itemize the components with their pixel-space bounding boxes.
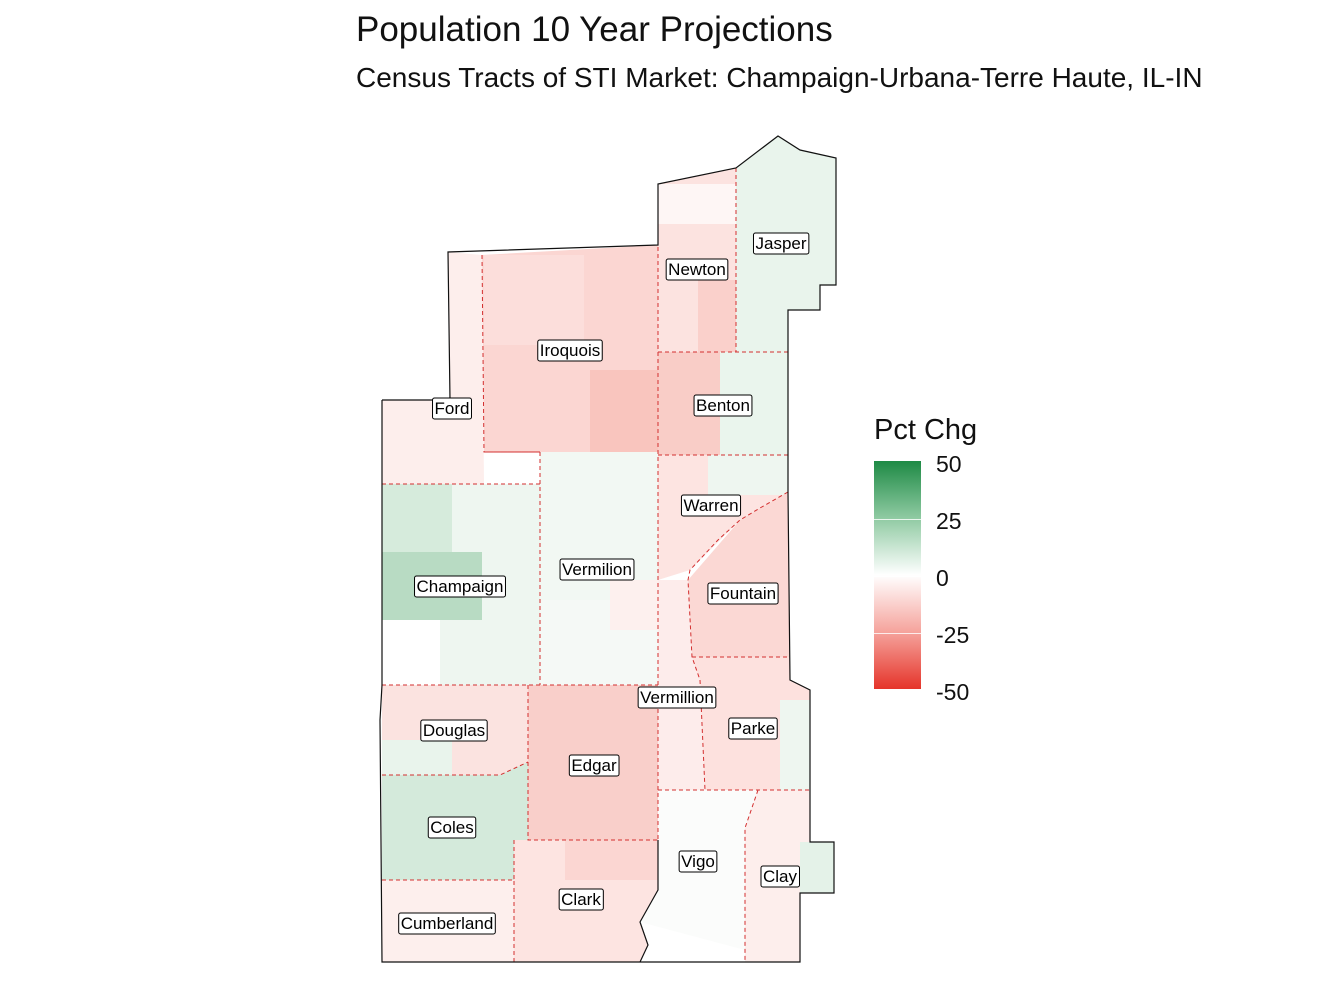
county-label-box (398, 912, 496, 935)
tract (780, 700, 810, 790)
county-label-champaign: Champaign (414, 575, 506, 598)
county-label-box (728, 717, 778, 740)
county-label-box (568, 754, 620, 777)
county-label-fountain: Fountain (707, 582, 779, 605)
county-label-box (420, 719, 488, 742)
county-label-text: Parke (731, 719, 775, 738)
county-label-box (693, 394, 753, 417)
county-label-text: Vigo (681, 852, 715, 871)
county-label-edgar: Edgar (568, 754, 620, 777)
county-label-cumberland: Cumberland (398, 912, 496, 935)
legend-title: Pct Chg (874, 414, 978, 446)
county-label-text: Jasper (755, 234, 806, 253)
legend-colorbar (874, 461, 921, 689)
county-label-coles: Coles (427, 816, 477, 839)
county-fills (382, 136, 836, 962)
county-label-box (637, 686, 717, 709)
tract (698, 280, 736, 352)
county-label-vermillion: Vermillion (637, 686, 717, 709)
county-label-box (680, 494, 742, 517)
county-label-box (537, 339, 603, 362)
tract (382, 484, 452, 552)
county-label-benton: Benton (693, 394, 753, 417)
county-label-box (559, 558, 635, 581)
county-fountain (688, 492, 790, 657)
county-label-text: Fountain (710, 584, 776, 603)
legend-tick-mark (874, 519, 921, 520)
map-subtitle: Census Tracts of STI Market: Champaign-U… (356, 62, 1203, 93)
tract (708, 455, 788, 495)
county-borders (382, 168, 810, 962)
county-label-vermilion: Vermilion (559, 558, 635, 581)
county-label-text: Douglas (423, 721, 485, 740)
county-label-parke: Parke (728, 717, 778, 740)
county-vermillion (658, 580, 705, 790)
legend-tick-label: -50 (936, 679, 970, 705)
county-label-text: Warren (683, 496, 738, 515)
county-labels: Jasper Newton Iroquois Benton Ford Warren Verm… (398, 232, 810, 935)
legend-tick-label: 0 (936, 565, 949, 591)
county-label-text: Edgar (571, 756, 617, 775)
tract (610, 580, 658, 630)
county-label-box (414, 575, 506, 598)
county-label-clark: Clark (558, 888, 604, 911)
county-ford (382, 252, 484, 484)
tract (658, 184, 736, 224)
county-label-text: Vermilion (562, 560, 632, 579)
county-label-text: Newton (668, 260, 726, 279)
county-label-newton: Newton (665, 258, 729, 281)
county-label-box (432, 397, 472, 420)
county-label-vigo: Vigo (678, 850, 718, 873)
tract (590, 370, 658, 452)
county-label-text: Coles (430, 818, 473, 837)
county-label-text: Iroquois (540, 341, 600, 360)
tract (440, 620, 540, 685)
tract (565, 840, 658, 880)
tract (484, 255, 584, 345)
legend-tick-mark (874, 633, 921, 634)
county-label-clay: Clay (760, 865, 801, 888)
legend-tick-mark (874, 576, 921, 577)
market-outline (379, 135, 837, 963)
county-label-box (707, 582, 779, 605)
tract (382, 620, 440, 685)
legend-tick-label: -25 (936, 622, 970, 648)
county-label-iroquois: Iroquois (537, 339, 603, 362)
county-label-ford: Ford (432, 397, 472, 420)
county-label-box (678, 850, 718, 873)
county-label-text: Benton (696, 396, 750, 415)
tract (382, 740, 452, 775)
county-label-box (558, 888, 604, 911)
county-label-text: Ford (435, 399, 470, 418)
county-label-warren: Warren (680, 494, 742, 517)
county-label-douglas: Douglas (420, 719, 488, 742)
county-label-text: Champaign (417, 577, 504, 596)
map-title: Population 10 Year Projections (356, 10, 833, 49)
tract (800, 842, 834, 893)
county-label-box (760, 865, 801, 888)
legend-tick-label: 25 (936, 508, 962, 534)
legend-tick-label: 50 (936, 451, 962, 477)
county-label-jasper: Jasper (752, 232, 810, 255)
county-label-text: Clark (561, 890, 601, 909)
county-label-text: Cumberland (401, 914, 494, 933)
county-label-box (427, 816, 477, 839)
county-label-box (665, 258, 729, 281)
county-label-box (752, 232, 810, 255)
county-label-text: Clay (763, 867, 798, 886)
county-label-text: Vermillion (640, 688, 714, 707)
